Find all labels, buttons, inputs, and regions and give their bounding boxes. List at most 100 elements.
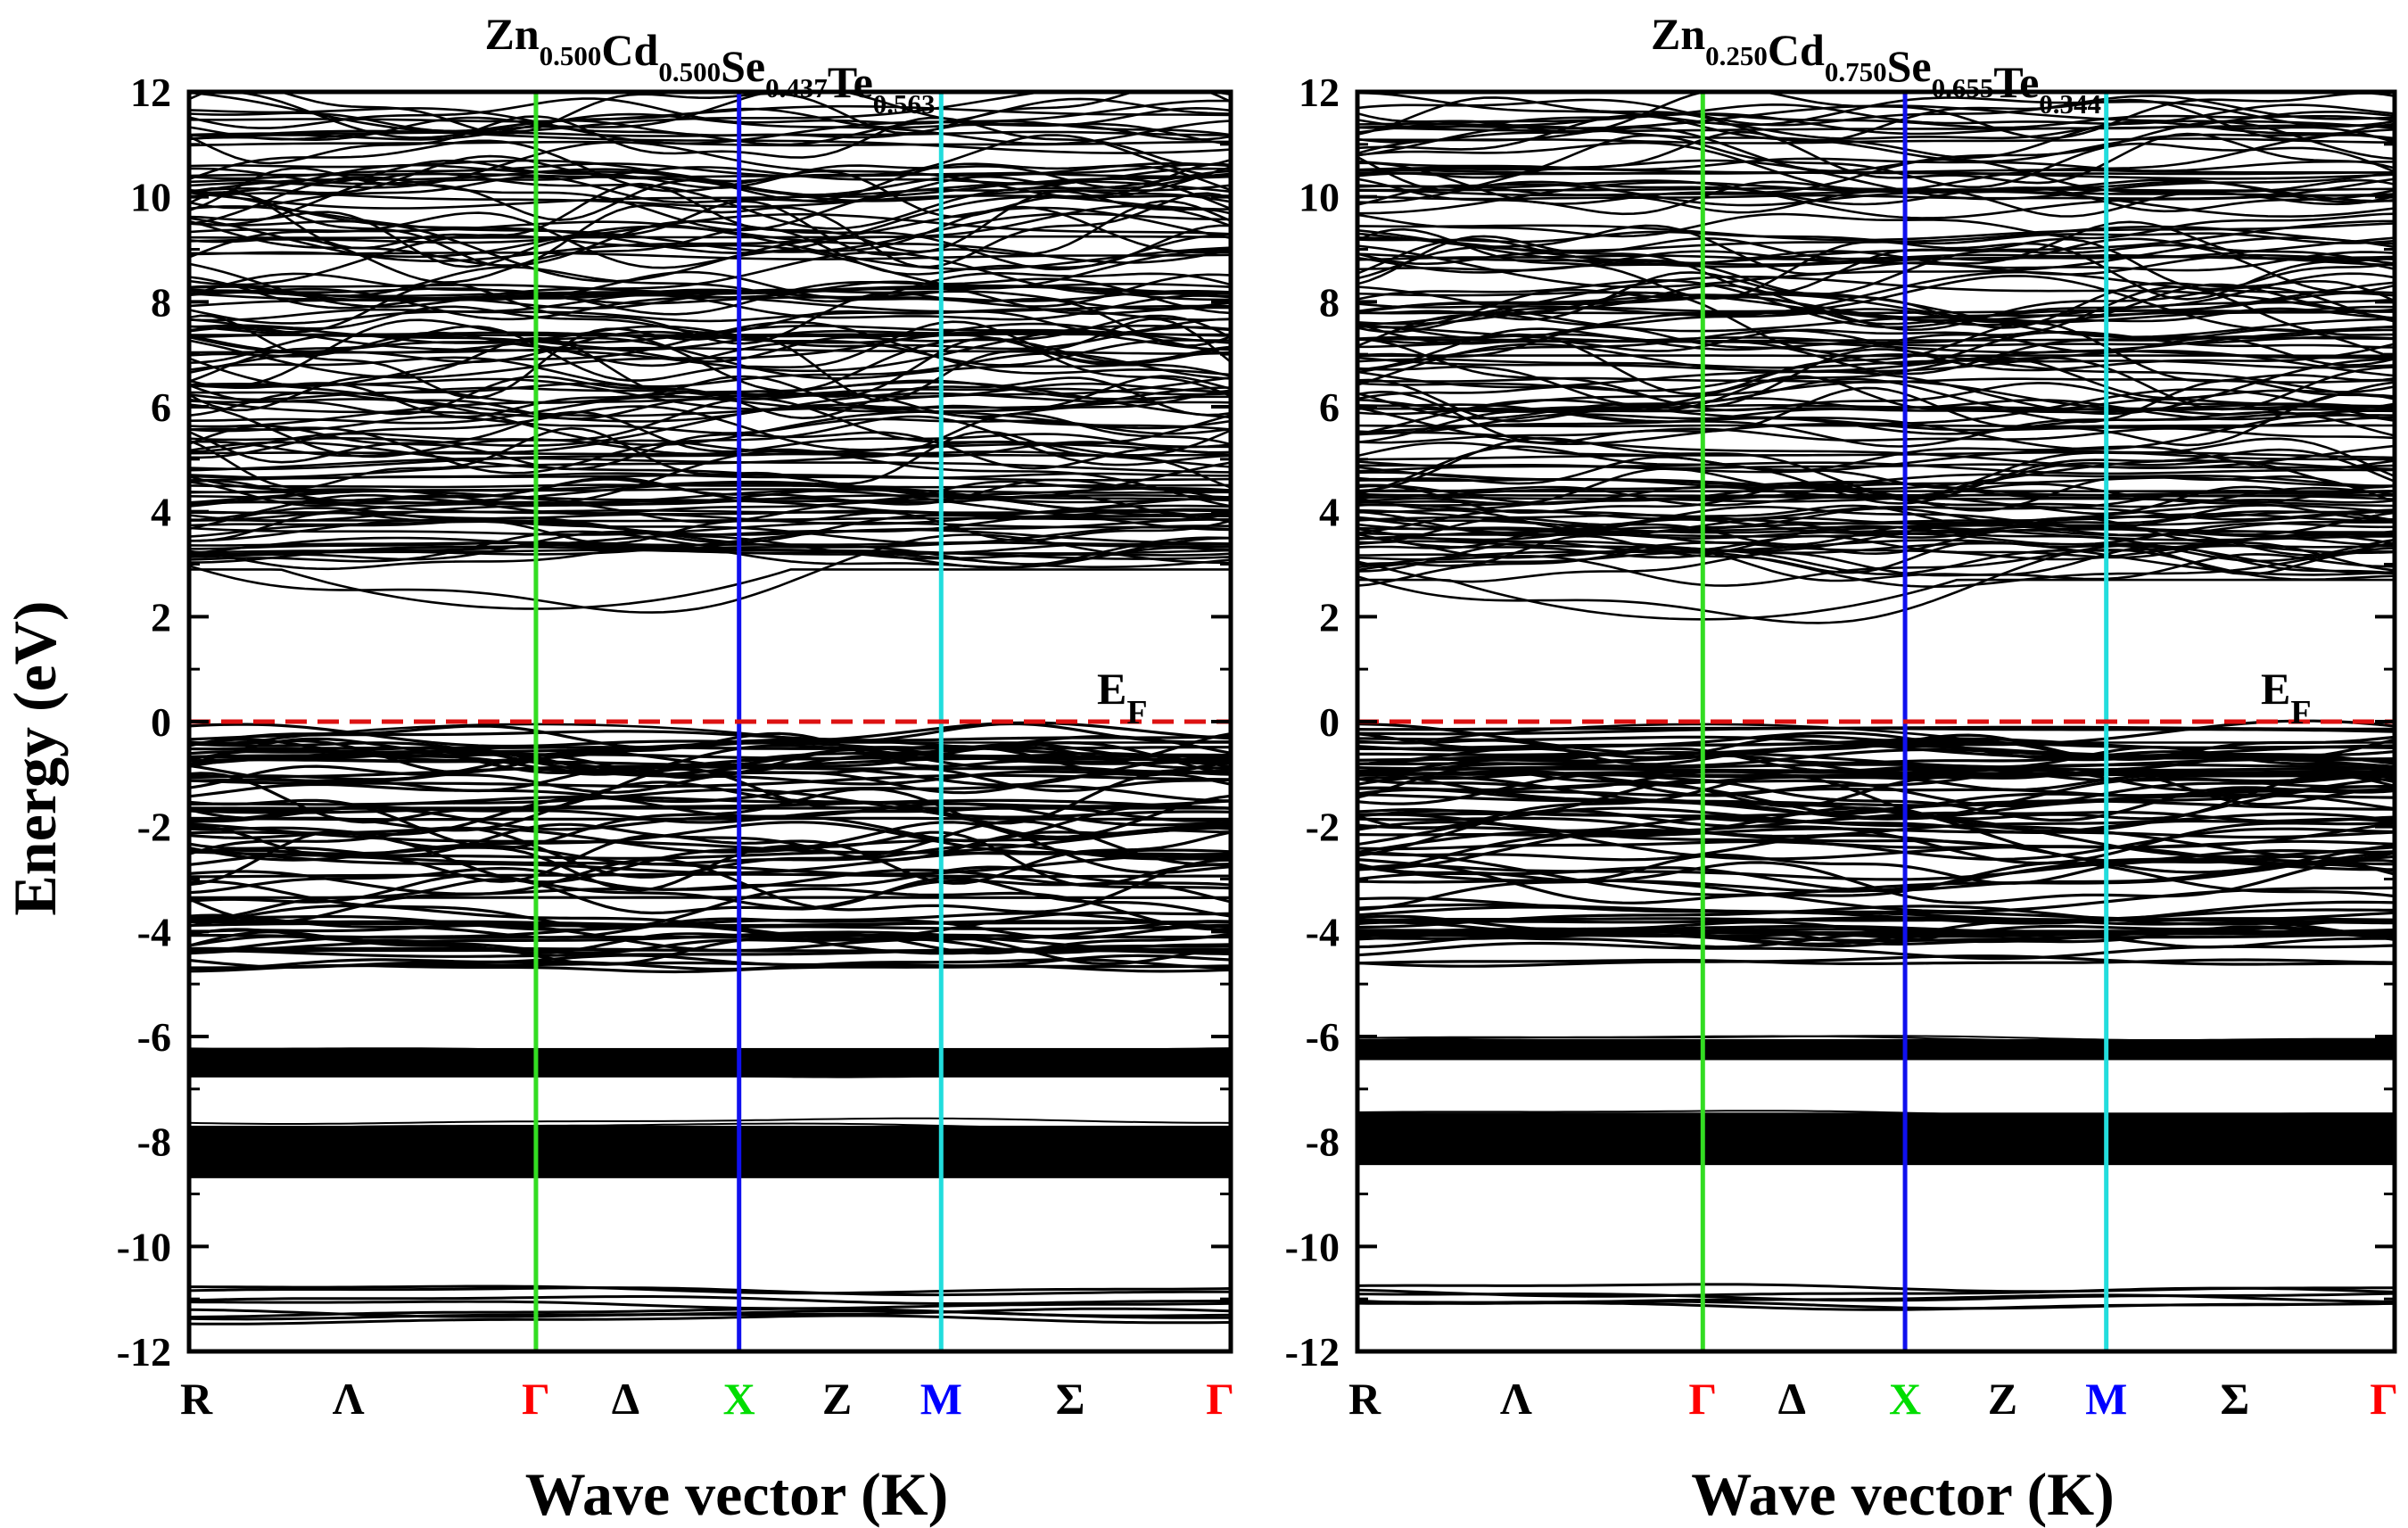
y-tick-label: 2 bbox=[1319, 594, 1340, 640]
k-point-label: R bbox=[1348, 1374, 1381, 1424]
fermi-level-label: EF bbox=[2261, 664, 2312, 731]
y-tick-label: -10 bbox=[1285, 1224, 1340, 1269]
conduction-band-line bbox=[189, 403, 1231, 448]
conduction-band-line bbox=[189, 375, 1231, 420]
valence-band-line bbox=[1357, 746, 2395, 777]
conduction-band-line bbox=[1357, 545, 2395, 587]
conduction-band-line bbox=[1357, 493, 2395, 498]
conduction-band-line bbox=[1357, 120, 2395, 144]
conduction-band-line bbox=[1357, 508, 2395, 534]
conduction-band-line bbox=[1357, 441, 2395, 473]
title-subscript: 0.500 bbox=[540, 40, 602, 71]
k-point-label: M bbox=[2085, 1374, 2127, 1424]
valence-band-line bbox=[1357, 751, 2395, 769]
conduction-band-minimum bbox=[1357, 578, 2395, 621]
conduction-band-line bbox=[1357, 518, 2395, 546]
conduction-band-line bbox=[189, 331, 1231, 339]
conduction-band-line bbox=[189, 351, 1231, 388]
conduction-band-line bbox=[189, 336, 1231, 412]
valence-band-line bbox=[1357, 814, 2395, 859]
valence-band-line bbox=[1357, 773, 2395, 830]
valence-band-line bbox=[189, 773, 1231, 789]
conduction-band-line bbox=[189, 266, 1231, 303]
conduction-band-line bbox=[1357, 178, 2395, 218]
conduction-band-minimum bbox=[189, 568, 1231, 610]
valence-band-line bbox=[1357, 806, 2395, 871]
valence-band-line bbox=[1357, 916, 2395, 925]
deep-band-line bbox=[1357, 1293, 2395, 1305]
conduction-band-line bbox=[1357, 450, 2395, 474]
valence-band-line bbox=[1357, 850, 2395, 896]
conduction-band-line bbox=[189, 410, 1231, 464]
y-tick-label: -8 bbox=[137, 1119, 171, 1165]
d-band-line bbox=[1357, 1132, 2395, 1139]
x-axis-title: Wave vector (K) bbox=[525, 1460, 949, 1528]
y-tick-label: 2 bbox=[151, 594, 171, 640]
valence-band-line bbox=[189, 798, 1231, 814]
y-tick-label: 12 bbox=[1299, 70, 1340, 115]
k-point-label: Λ bbox=[333, 1374, 365, 1424]
conduction-band-line bbox=[189, 511, 1231, 545]
d-band-line bbox=[189, 1117, 1231, 1125]
y-tick-label: -2 bbox=[1306, 805, 1340, 850]
conduction-band-line bbox=[189, 545, 1231, 560]
deep-band-line bbox=[1357, 1286, 2395, 1298]
valence-band-line bbox=[189, 822, 1231, 854]
conduction-band-line bbox=[1357, 283, 2395, 334]
conduction-band-line bbox=[1357, 424, 2395, 428]
d-band-line bbox=[189, 1122, 1231, 1130]
valence-band-line bbox=[189, 746, 1231, 751]
conduction-band-line bbox=[189, 305, 1231, 335]
y-tick-label: 6 bbox=[1319, 384, 1340, 430]
k-point-label: Δ bbox=[1778, 1374, 1806, 1424]
valence-band-line bbox=[189, 795, 1231, 808]
valence-band-line bbox=[1357, 904, 2395, 929]
conduction-band-line bbox=[1357, 270, 2395, 317]
valence-band-line bbox=[189, 848, 1231, 876]
conduction-band-line bbox=[189, 234, 1231, 290]
conduction-band-line bbox=[1357, 382, 2395, 412]
y-tick-label: 6 bbox=[151, 384, 171, 430]
conduction-band-line bbox=[1357, 356, 2395, 407]
valence-band-line bbox=[1357, 958, 2395, 965]
title-element: Zn bbox=[1651, 9, 1705, 59]
deep-band-line bbox=[189, 1295, 1231, 1305]
valence-band-line bbox=[1357, 793, 2395, 807]
valence-band-line bbox=[189, 820, 1231, 879]
y-axis-title: Energy (eV) bbox=[1, 600, 69, 915]
title-subscript: 0.437 bbox=[765, 72, 828, 103]
k-point-label: X bbox=[723, 1374, 755, 1424]
k-point-label: Λ bbox=[1500, 1374, 1532, 1424]
y-tick-label: -6 bbox=[1306, 1014, 1340, 1060]
conduction-band-line bbox=[189, 200, 1231, 268]
conduction-band-line bbox=[189, 376, 1231, 411]
valence-band-line bbox=[189, 913, 1231, 940]
conduction-band-line bbox=[189, 134, 1231, 193]
conduction-band-line bbox=[189, 92, 1231, 135]
conduction-band-line bbox=[189, 487, 1231, 506]
k-point-label: Γ bbox=[1688, 1374, 1717, 1424]
conduction-band-line bbox=[1357, 285, 2395, 353]
valence-band-line bbox=[189, 741, 1231, 766]
valence-band-line bbox=[1357, 763, 2395, 772]
conduction-band-line bbox=[1357, 125, 2395, 163]
title-subscript: 0.655 bbox=[1932, 72, 1994, 103]
y-tick-label: -2 bbox=[137, 805, 171, 850]
conduction-band-line bbox=[189, 541, 1231, 547]
conduction-band-line bbox=[1357, 250, 2395, 274]
y-tick-label: 10 bbox=[130, 175, 171, 220]
valence-band-line bbox=[189, 756, 1231, 767]
valence-band-line bbox=[189, 764, 1231, 794]
conduction-band-line bbox=[1357, 120, 2395, 172]
conduction-band-line bbox=[1357, 445, 2395, 505]
panel-2: EF 12 10 8 6 4 2 0 -2 -4 -6 -8 -10 -12R Λ Γ Δ X Z M Σ Γ Wave v… bbox=[1285, 9, 2398, 1528]
conduction-band-line bbox=[1357, 219, 2395, 266]
conduction-band-line bbox=[189, 106, 1231, 133]
title-subscript: 0.500 bbox=[658, 56, 721, 87]
fermi-level-label: EF bbox=[1097, 664, 1148, 731]
fermi-label-main: E bbox=[1097, 664, 1126, 714]
conduction-band-line bbox=[189, 293, 1231, 325]
d-band-line bbox=[189, 1160, 1231, 1168]
valence-band-line bbox=[1357, 827, 2395, 839]
valence-band-line bbox=[189, 767, 1231, 825]
